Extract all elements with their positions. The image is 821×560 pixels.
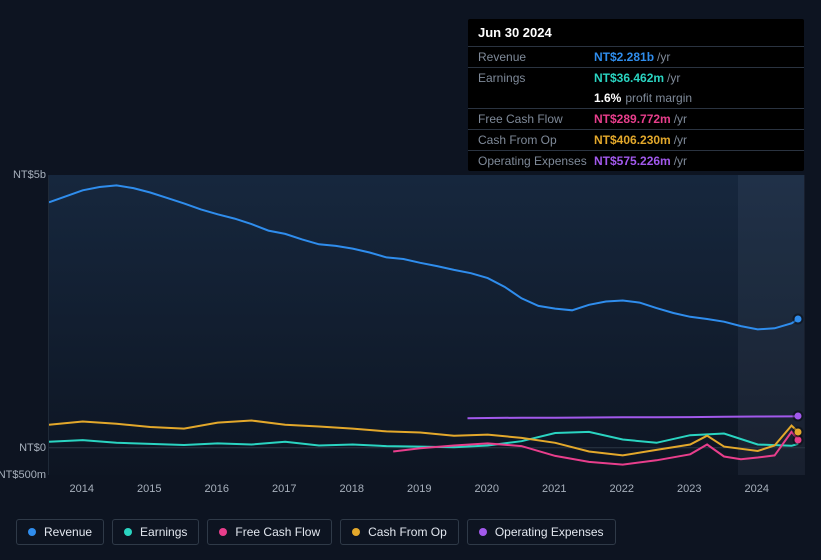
profit-margin-label: profit margin [625, 91, 692, 105]
legend-item[interactable]: Revenue [16, 519, 104, 545]
x-axis-label: 2018 [340, 483, 364, 495]
tooltip-suffix: /yr [674, 112, 687, 126]
legend-item[interactable]: Operating Expenses [467, 519, 616, 545]
series-line [49, 185, 798, 329]
financial-chart-panel: { "tooltip": { "title": "Jun 30 2024", "… [0, 0, 821, 560]
series-line [49, 421, 798, 456]
tooltip-metric-value: NT$36.462m [594, 71, 664, 85]
series-endpoint [795, 436, 802, 443]
tooltip-metric-label: Revenue [478, 50, 594, 64]
x-axis-label: 2023 [677, 483, 701, 495]
tooltip-metric-label: Cash From Op [478, 133, 594, 147]
legend-dot-icon [479, 528, 487, 536]
y-axis-label: NT$5b [13, 169, 46, 181]
legend-label: Free Cash Flow [235, 525, 320, 539]
legend-label: Revenue [44, 525, 92, 539]
legend-dot-icon [219, 528, 227, 536]
legend-dot-icon [28, 528, 36, 536]
tooltip-row: EarningsNT$36.462m/yr [468, 67, 804, 88]
tooltip-row: RevenueNT$2.281b/yr [468, 46, 804, 67]
series-endpoint [795, 428, 802, 435]
chart-area: NT$5bNT$0-NT$500m 2014201520162017201820… [16, 160, 804, 510]
tooltip-row: Cash From OpNT$406.230m/yr [468, 129, 804, 150]
legend-label: Cash From Op [368, 525, 447, 539]
chart-plot[interactable] [48, 175, 804, 475]
legend-label: Operating Expenses [495, 525, 604, 539]
x-axis-label: 2019 [407, 483, 431, 495]
legend-item[interactable]: Free Cash Flow [207, 519, 332, 545]
legend-item[interactable]: Earnings [112, 519, 199, 545]
x-axis-label: 2014 [70, 483, 94, 495]
legend-label: Earnings [140, 525, 187, 539]
tooltip-metric-value: NT$289.772m [594, 112, 671, 126]
x-axis-label: 2021 [542, 483, 566, 495]
x-axis-label: 2015 [137, 483, 161, 495]
tooltip-metric-label: Free Cash Flow [478, 112, 594, 126]
tooltip-profit-margin: 1.6% profit margin [468, 88, 804, 108]
tooltip-date: Jun 30 2024 [468, 19, 804, 46]
tooltip-suffix: /yr [657, 50, 670, 64]
profit-margin-value: 1.6% [594, 91, 621, 105]
tooltip-suffix: /yr [674, 133, 687, 147]
chart-tooltip: Jun 30 2024 RevenueNT$2.281b/yrEarningsN… [468, 19, 804, 171]
x-axis-label: 2024 [745, 483, 769, 495]
tooltip-suffix: /yr [667, 71, 680, 85]
series-line [468, 416, 799, 418]
legend-dot-icon [352, 528, 360, 536]
tooltip-metric-value: NT$406.230m [594, 133, 671, 147]
y-axis-label: NT$0 [19, 442, 46, 454]
legend-dot-icon [124, 528, 132, 536]
legend-item[interactable]: Cash From Op [340, 519, 459, 545]
x-axis-label: 2016 [205, 483, 229, 495]
series-endpoint [795, 316, 802, 323]
series-endpoint [795, 413, 802, 420]
chart-legend: Revenue Earnings Free Cash Flow Cash From O… [16, 519, 616, 545]
y-axis-label: -NT$500m [0, 469, 46, 481]
x-axis-label: 2022 [610, 483, 634, 495]
x-axis-label: 2017 [272, 483, 296, 495]
tooltip-row: Free Cash FlowNT$289.772m/yr [468, 108, 804, 129]
tooltip-metric-label: Earnings [478, 71, 594, 85]
tooltip-metric-value: NT$2.281b [594, 50, 654, 64]
x-axis-label: 2020 [475, 483, 499, 495]
